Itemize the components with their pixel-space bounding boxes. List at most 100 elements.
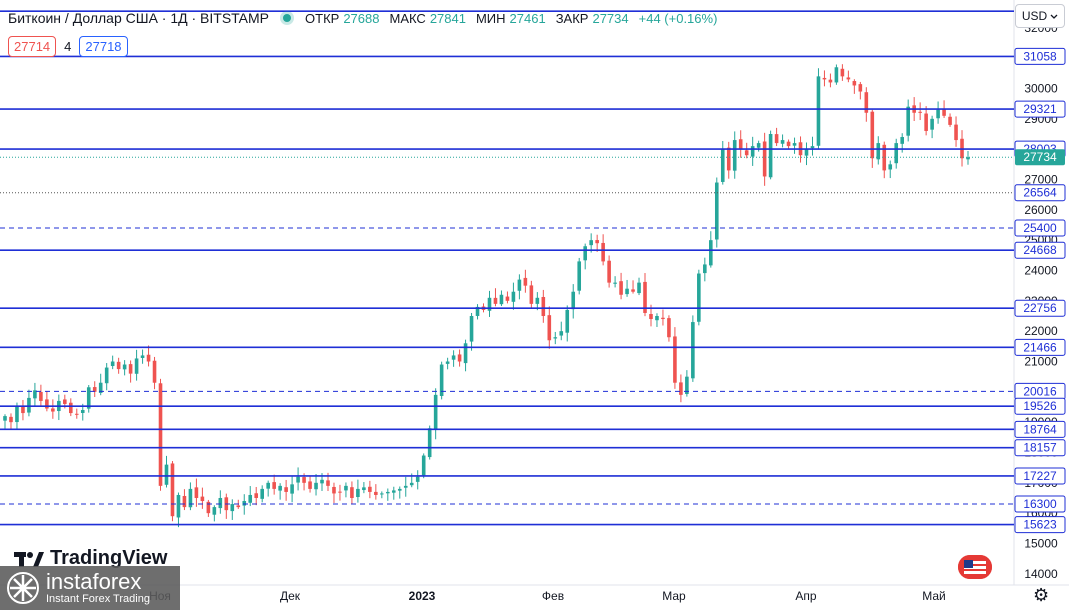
candle-body (254, 493, 259, 498)
candle-body (278, 485, 282, 491)
candle-body (326, 480, 330, 486)
candle-body (33, 390, 37, 399)
last-price-label: 27734 (1023, 150, 1057, 164)
candle-body (714, 182, 719, 240)
candle-body (505, 296, 510, 301)
level-label: 24668 (1023, 243, 1057, 257)
level-label-box (1014, 184, 1066, 202)
candle-body (152, 360, 157, 383)
candle-body (697, 273, 701, 322)
candle-body (344, 485, 348, 491)
candle-body (936, 109, 940, 119)
candle-body (463, 343, 468, 364)
level-label: 29321 (1023, 102, 1057, 116)
candle-body (768, 133, 773, 178)
candle-body (128, 364, 133, 374)
open-value: 27688 (343, 10, 380, 26)
candle-body (918, 111, 922, 113)
y-tick-label: 26000 (1024, 203, 1058, 217)
candle-body (200, 496, 205, 502)
candle-body (858, 84, 863, 92)
candle-body (92, 387, 97, 392)
candle-body (338, 491, 342, 493)
x-tick-label: Мар (662, 589, 686, 603)
candle-body (954, 124, 958, 141)
price-axis (1014, 0, 1069, 585)
candle-body (762, 141, 767, 177)
candle-body (74, 413, 79, 415)
candle-body (673, 336, 677, 383)
candle-body (840, 68, 845, 77)
last-price-box (1015, 149, 1065, 166)
candle-body (882, 144, 887, 171)
tradingview-logo[interactable]: TradingView (14, 547, 167, 570)
candle-body (894, 143, 899, 164)
sell-quote-button[interactable]: 27714 (8, 36, 57, 57)
level-label: 26564 (1023, 186, 1057, 200)
candle-body (649, 314, 653, 320)
candle-body (475, 306, 480, 316)
candle-body (15, 406, 19, 423)
high-value: 27841 (429, 10, 466, 26)
candle-body (51, 408, 55, 412)
candle-body (625, 288, 629, 295)
candle-body (577, 261, 582, 291)
close-label: ЗАКР (555, 10, 589, 26)
candle-body (212, 507, 217, 515)
candle-body (876, 143, 881, 160)
candle-body (290, 484, 294, 494)
candle-body (368, 486, 372, 492)
candle-body (110, 361, 115, 367)
currency-label: USD (1021, 9, 1048, 23)
candle-body (685, 376, 689, 395)
candle-body (553, 337, 558, 339)
candle-body (517, 279, 522, 291)
candle-body (529, 285, 534, 304)
level-label: 20016 (1023, 384, 1057, 398)
candle-body (691, 322, 695, 379)
candle-body (822, 77, 827, 80)
candle-body (780, 140, 785, 144)
candle-body (786, 141, 791, 147)
candle-body (403, 485, 408, 488)
candle-body (523, 277, 528, 286)
candle-body (864, 92, 869, 113)
candle-body (445, 361, 450, 364)
level-label: 17227 (1023, 469, 1057, 483)
candle-body (9, 416, 13, 423)
level-label-box (1014, 100, 1066, 118)
candle-body (541, 296, 546, 316)
y-tick-label: 22000 (1024, 324, 1058, 338)
level-label: 21466 (1023, 340, 1057, 354)
quote-panel: 27714 4 27718 (8, 36, 128, 57)
level-label: 15623 (1023, 518, 1057, 532)
candle-body (589, 240, 593, 246)
candle-body (21, 406, 25, 414)
candle-body (194, 487, 199, 498)
level-label-box (1014, 241, 1066, 259)
gear-icon[interactable]: ⚙ (1033, 585, 1050, 605)
candle-body (703, 264, 707, 274)
high-label: МАКС (389, 10, 426, 26)
low-label: МИН (475, 10, 506, 26)
chevron-down-icon (1050, 9, 1058, 23)
candle-body (810, 146, 815, 149)
candle-body (427, 428, 432, 458)
candle-body (39, 391, 43, 401)
x-tick-label: Фев (542, 589, 564, 603)
symbol-title[interactable]: Биткоин / Доллар США · 1Д · BITSTAMP (8, 10, 270, 26)
candle-body (667, 318, 671, 338)
candle-body (774, 134, 779, 144)
candle-body (409, 482, 414, 486)
candle-body (966, 157, 970, 160)
candle-body (709, 240, 713, 266)
buy-quote-button[interactable]: 27718 (79, 36, 128, 57)
level-label: 18157 (1023, 441, 1057, 455)
change-value: +44 (+0.16%) (638, 10, 718, 26)
candle-body (469, 315, 474, 342)
candle-body (272, 482, 276, 489)
currency-select[interactable]: USD (1015, 4, 1065, 28)
level-label-box (1014, 299, 1066, 317)
candle-body (164, 464, 169, 485)
